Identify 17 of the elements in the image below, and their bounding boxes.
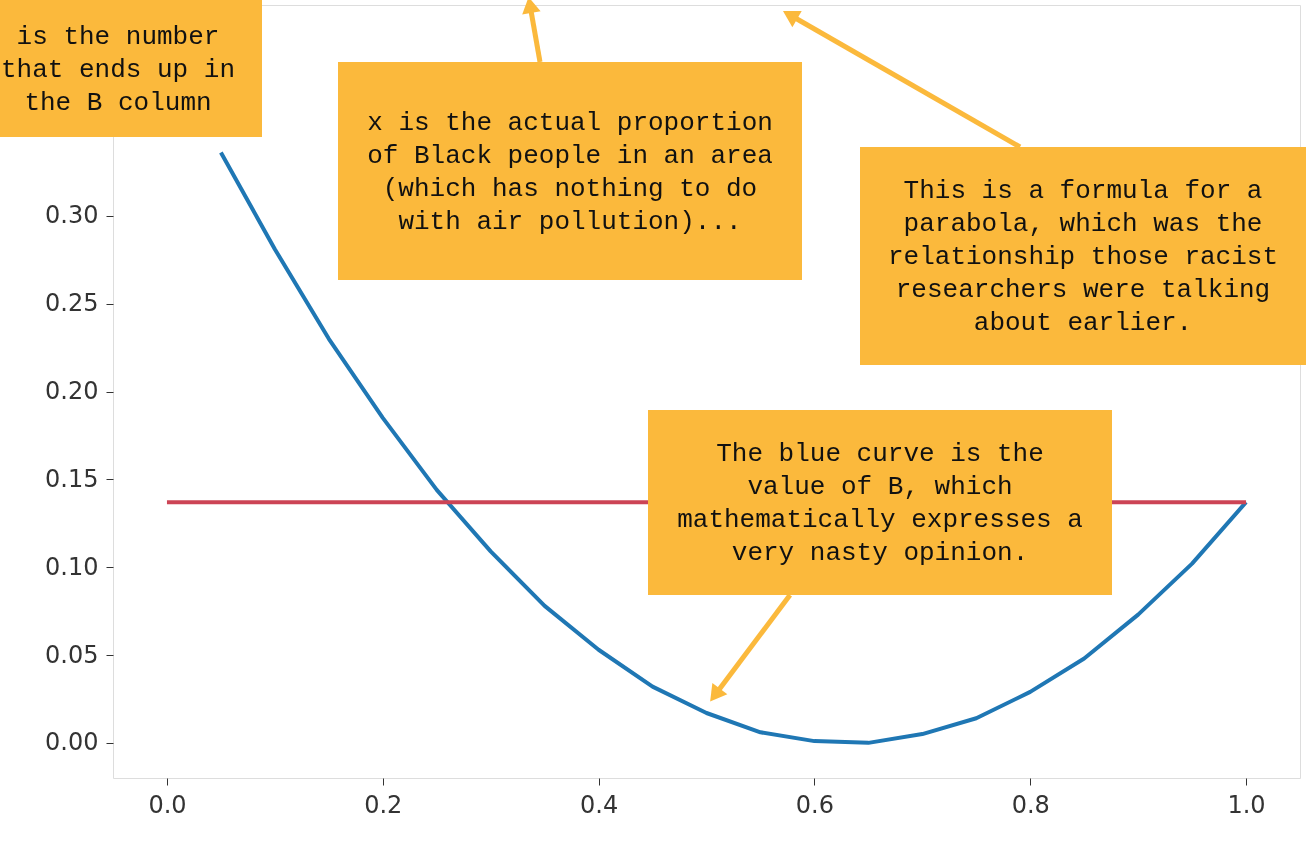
y-tick-label: 0.05 bbox=[45, 640, 99, 669]
y-tick-label: 0.25 bbox=[45, 289, 99, 318]
annotation: The blue curve is the value of B, which mathematically expresses a very nasty opinion. bbox=[677, 439, 1083, 568]
y-tick-label: 0.20 bbox=[45, 377, 99, 405]
y-tick-label: 0.15 bbox=[45, 464, 99, 493]
x-tick-label: 0.2 bbox=[364, 790, 403, 819]
x-tick-label: 0.4 bbox=[580, 790, 619, 819]
annotation: This is a formula for a parabola, which was the relationship those racist researchers were talking about earlier. bbox=[887, 176, 1279, 338]
y-tick-label: 0.00 bbox=[45, 728, 99, 757]
annotation: is the number that ends up in the B column bbox=[0, 21, 236, 118]
y-tick-label: 0.10 bbox=[45, 552, 99, 581]
x-tick-label: 0.8 bbox=[1011, 790, 1050, 819]
x-tick-label: 1.0 bbox=[1227, 790, 1266, 819]
annotation: x is the actual proportion of Black people in an area (which has nothing to do with air pollution)... bbox=[367, 107, 773, 237]
y-tick-label: 0.30 bbox=[45, 201, 99, 230]
x-tick-label: 0.6 bbox=[795, 790, 834, 819]
x-tick-label: 0.0 bbox=[148, 790, 187, 819]
